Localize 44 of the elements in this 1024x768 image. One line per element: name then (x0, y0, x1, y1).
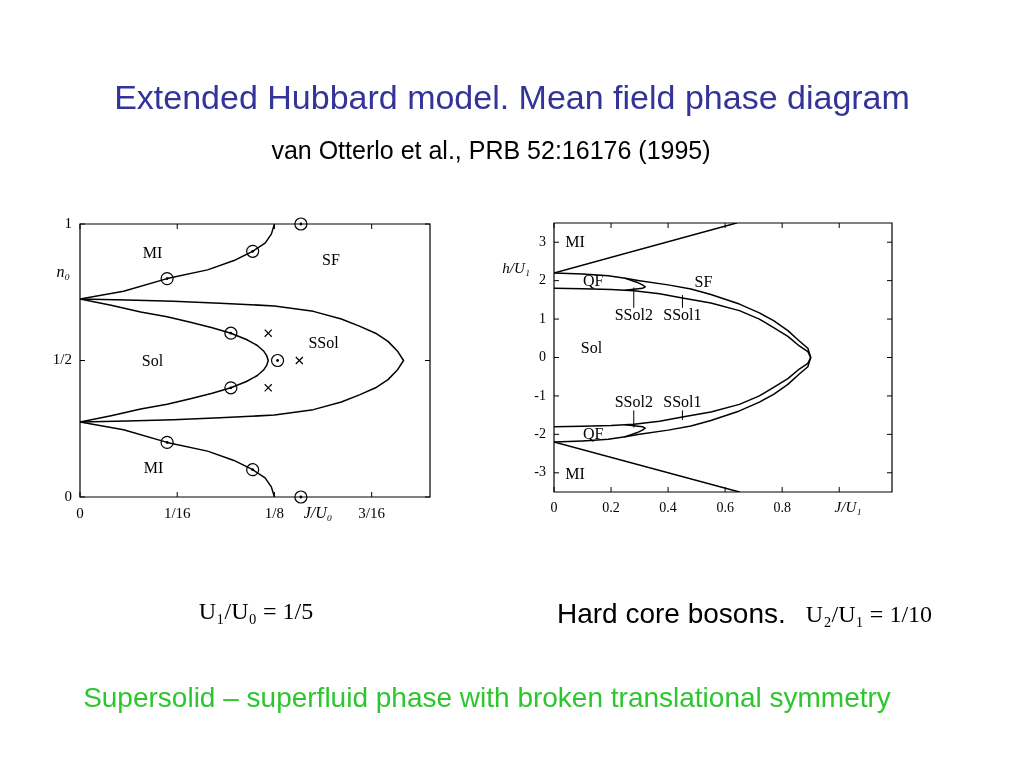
y-tick-label: -3 (534, 464, 546, 480)
x-tick-label: 0 (550, 500, 558, 516)
annotation: MI (565, 233, 585, 251)
annotation: MI (143, 459, 164, 477)
y-tick-label: 1 (539, 310, 546, 326)
text: Hard core bosons. (557, 598, 786, 630)
annotation: Sol (141, 352, 164, 370)
x-axis-title: J/U₀ (303, 504, 333, 522)
text: U₁/U₀ = 1/5 (198, 598, 314, 625)
annotation: Sol (580, 338, 603, 356)
annotation: QF (582, 271, 604, 289)
y-tick-label: -2 (534, 426, 546, 442)
y-tick-label: 1/2 (52, 351, 72, 368)
text: Extended Hubbard model. Mean field phase diagram (113, 78, 911, 117)
x-axis-title: J/U₁ (834, 499, 862, 516)
text: U₂/U₁ = 1/10 (805, 600, 933, 628)
y-axis-title: h/U₁ (502, 259, 530, 276)
x-tick-label: 0.6 (716, 500, 734, 516)
annotation: SSol1 (663, 306, 702, 324)
annotation: MI (565, 465, 585, 483)
y-axis-title: n₀ (56, 263, 70, 281)
y-tick-label: 0 (64, 487, 72, 504)
y-tick-label: 3 (539, 233, 546, 249)
annotation: SSol (308, 333, 340, 351)
x-tick-label: 3/16 (358, 504, 386, 521)
y-tick-label: 0 (539, 349, 546, 365)
text: Supersolid – superfluid phase with broken translational symmetry (82, 682, 892, 714)
annotation: SSol1 (663, 392, 702, 410)
x-tick-label: 1/8 (264, 504, 285, 521)
x-tick-label: 1/16 (163, 504, 192, 521)
annotation: MI (142, 244, 163, 262)
x-tick-label: 0.4 (659, 500, 677, 516)
y-tick-label: 1 (64, 214, 72, 231)
annotation: QF (582, 425, 604, 443)
y-tick-label: -1 (534, 387, 546, 403)
annotation: SF (322, 251, 340, 269)
x-tick-label: 0.2 (602, 500, 620, 516)
annotation: SF (694, 273, 713, 291)
x-tick-label: 0.8 (773, 500, 791, 516)
annotation: SSol2 (614, 306, 653, 324)
x-tick-label: 0 (76, 504, 84, 521)
text: van Otterlo et al., PRB 52:16176 (1995) (270, 136, 712, 165)
y-tick-label: 2 (539, 272, 546, 288)
annotation: SSol2 (614, 392, 653, 410)
